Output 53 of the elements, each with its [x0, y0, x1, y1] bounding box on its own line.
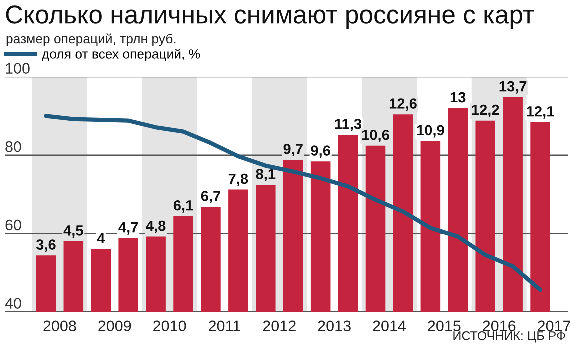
data-label: 3,6 — [36, 240, 56, 252]
data-label: 7,8 — [228, 174, 248, 186]
bar — [146, 236, 166, 312]
x-tick-label: 2015 — [428, 320, 461, 332]
data-label: 13 — [450, 92, 466, 103]
bar — [91, 249, 112, 312]
bar — [201, 207, 221, 312]
legend-label: доля от всех операций, % — [42, 48, 200, 62]
bar — [256, 185, 276, 312]
data-label: 6,1 — [174, 200, 194, 213]
data-label: 10,6 — [362, 130, 390, 142]
data-label: 12,1 — [527, 106, 554, 119]
data-label: 10,9 — [417, 125, 444, 138]
data-label: 12,2 — [472, 104, 500, 118]
data-label: 9,7 — [284, 144, 303, 156]
x-tick-label: 2008 — [44, 320, 76, 332]
data-label: 12,6 — [390, 98, 417, 112]
x-tick-label: 2011 — [209, 320, 240, 332]
bar — [338, 134, 358, 312]
data-label: 4,8 — [146, 220, 166, 234]
bar — [366, 146, 386, 312]
bar — [448, 108, 468, 312]
data-label: 8,1 — [256, 169, 276, 182]
text: ИСТОЧНИК: ЦБ РФ — [454, 332, 566, 343]
x-tick-label: 2014 — [373, 320, 406, 332]
bar — [118, 238, 138, 312]
bar — [228, 190, 248, 312]
bar — [36, 256, 56, 312]
bar — [310, 162, 331, 312]
y-tick-label: 40 — [5, 298, 22, 309]
x-tick-label: 2016 — [483, 320, 516, 332]
bar — [174, 216, 194, 312]
x-tick-label: 2013 — [318, 320, 351, 332]
chart-title: Сколько наличных снимают россияне с карт — [6, 6, 534, 29]
y-tick-label: 60 — [6, 220, 22, 231]
bar — [530, 122, 550, 312]
data-label: 6,7 — [201, 191, 220, 204]
x-tick-label: 2012 — [263, 320, 296, 332]
data-label: 13,7 — [500, 81, 527, 94]
data-label: 11,3 — [335, 118, 362, 132]
x-tick-label: 2017 — [538, 320, 570, 332]
data-label: 9,6 — [311, 146, 330, 158]
chart-subtitle: размер операций, трлн руб. — [6, 34, 176, 46]
x-tick-label: 2010 — [154, 320, 186, 332]
bar — [420, 141, 441, 312]
x-tick-label: 2009 — [98, 320, 132, 332]
y-tick-label: 80 — [6, 141, 22, 152]
data-label: 4,5 — [64, 226, 84, 238]
bar — [283, 160, 304, 312]
y-tick-label: 100 — [6, 63, 30, 74]
data-label: 4,7 — [118, 222, 138, 235]
bar — [64, 242, 84, 312]
data-label: 4 — [97, 233, 106, 244]
